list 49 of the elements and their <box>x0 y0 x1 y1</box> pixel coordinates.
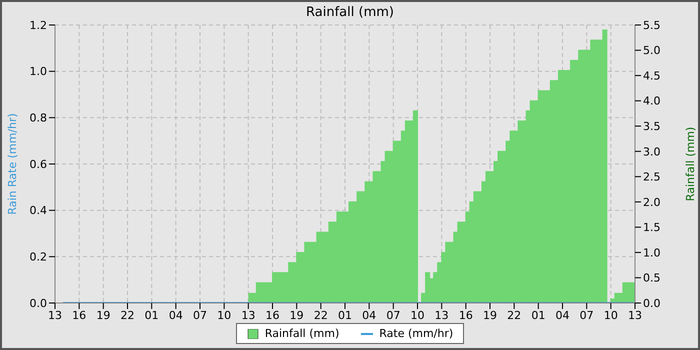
y2-tick-label: 5.0 <box>643 44 660 58</box>
x-tick-label: 07 <box>386 308 400 322</box>
y2-tick-label: 5.5 <box>643 18 660 32</box>
x-tick-label: 22 <box>314 308 328 322</box>
y2-tick-label: 4.0 <box>643 94 660 108</box>
chart-title: Rainfall (mm) <box>305 5 395 20</box>
y2-tick-label: 0.5 <box>643 272 660 285</box>
y2-tick-label: 3.0 <box>643 145 660 158</box>
x-tick-label: 19 <box>96 308 110 322</box>
x-tick-label: 04 <box>556 308 570 322</box>
y-tick-label: 1.0 <box>30 65 47 78</box>
x-tick-label: 01 <box>144 308 159 322</box>
x-tick-label: 22 <box>120 308 134 322</box>
x-tick-label: 07 <box>193 308 207 322</box>
x-tick-label: 01 <box>531 308 546 322</box>
x-tick-label: 10 <box>217 308 232 322</box>
y2-tick-label: 3.5 <box>643 120 660 133</box>
legend-label: Rate (mm/hr) <box>378 327 454 340</box>
x-tick-label: 19 <box>483 308 497 322</box>
y2-tick-label: 0.0 <box>643 296 660 310</box>
x-tick-label: 04 <box>168 308 183 322</box>
x-tick-label: 07 <box>580 308 594 322</box>
y2-tick-label: 1.5 <box>643 221 660 234</box>
y-tick-label: 0.2 <box>30 250 47 264</box>
y2-tick-label: 4.5 <box>643 69 660 82</box>
x-tick-label: 13 <box>434 308 449 322</box>
x-tick-label: 10 <box>410 308 424 322</box>
y-tick-label: 0.6 <box>30 158 47 171</box>
x-tick-label: 04 <box>362 308 376 322</box>
y2-tick-label: 1.0 <box>643 246 660 260</box>
y-tick-label: 0.4 <box>30 204 47 218</box>
legend-label: Rainfall (mm) <box>264 327 340 340</box>
x-tick-label: 16 <box>458 308 473 322</box>
x-tick-label: 16 <box>266 308 280 322</box>
x-tick-label: 19 <box>290 308 304 322</box>
y2-tick-label: 2.5 <box>643 170 660 184</box>
x-tick-label: 13 <box>48 308 62 322</box>
y2-tick-label: 2.0 <box>643 196 660 209</box>
x-tick-label: 01 <box>338 308 352 322</box>
x-tick-label: 13 <box>241 308 256 322</box>
x-tick-label: 10 <box>604 308 618 322</box>
x-tick-label: 13 <box>628 308 642 322</box>
y2-axis-title: Rainfall (mm) <box>684 126 697 202</box>
x-tick-label: 22 <box>507 308 522 322</box>
y-tick-label: 1.2 <box>30 18 47 32</box>
x-tick-label: 16 <box>72 308 86 322</box>
y-tick-label: 0.8 <box>30 112 47 125</box>
y-tick-label: 0.0 <box>30 296 47 310</box>
y-axis-title: Rain Rate (mm/hr) <box>6 113 19 215</box>
